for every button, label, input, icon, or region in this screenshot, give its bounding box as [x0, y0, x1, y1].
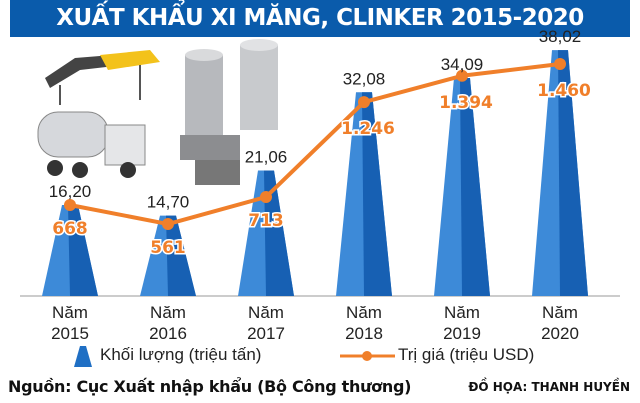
value-label: 713 — [248, 211, 284, 231]
volume-bar-shade — [362, 92, 392, 296]
volume-bar-shade — [558, 50, 588, 296]
chart-title: XUẤT KHẨU XI MĂNG, CLINKER 2015-2020 — [10, 0, 630, 37]
volume-bar-shade — [264, 170, 294, 296]
volume-label: 21,06 — [245, 147, 288, 166]
x-tick-label: 2019 — [443, 324, 481, 340]
illustration — [37, 39, 278, 185]
value-point — [456, 69, 468, 82]
value-label: 561 — [150, 238, 186, 258]
value-label: 1.394 — [439, 93, 493, 113]
graphic-credit: ĐỒ HỌA: THANH HUYỀN — [468, 380, 630, 394]
x-tick-label: 2016 — [149, 324, 187, 340]
x-tick-label: 2015 — [51, 324, 89, 340]
volume-bar-shade — [166, 215, 196, 296]
value-label: 1.246 — [341, 119, 395, 139]
volume-bar-shade — [460, 77, 490, 296]
x-tick-label: 2017 — [247, 324, 285, 340]
concrete-plant-icon — [45, 50, 160, 105]
x-tick-label: 2020 — [541, 324, 579, 340]
volume-label: 16,20 — [49, 182, 92, 201]
value-point — [554, 58, 566, 71]
volume-bar-shade — [68, 205, 98, 296]
value-point — [64, 199, 76, 211]
x-tick-label: Năm — [542, 303, 578, 322]
legend-value-label: Trị giá (triệu USD) — [398, 345, 535, 364]
value-label: 668 — [52, 219, 88, 239]
source-note: Nguồn: Cục Xuất nhập khẩu (Bộ Công thươn… — [8, 377, 412, 396]
value-point — [162, 218, 174, 231]
cement-silos-icon — [180, 39, 278, 185]
x-tick-label: Năm — [346, 303, 382, 322]
volume-label: 32,08 — [343, 69, 386, 88]
chart: 16,20 Năm 2015 14,70 Năm 2016 21,06 Năm 2017 32,0… — [20, 27, 620, 340]
x-tick-label: Năm — [52, 303, 88, 322]
legend-volume-icon — [74, 346, 92, 367]
x-tick-label: Năm — [150, 303, 186, 322]
cement-truck-icon — [37, 111, 146, 178]
x-tick-label: 2018 — [345, 324, 383, 340]
value-line — [69, 62, 561, 227]
value-point — [358, 96, 370, 109]
volume-label: 34,09 — [441, 55, 484, 74]
volume-label: 14,70 — [147, 193, 190, 212]
volume-label: 38,02 — [539, 27, 582, 46]
legend-volume-label: Khối lượng (triệu tấn) — [100, 345, 262, 364]
x-tick-label: Năm — [248, 303, 284, 322]
legend: Khối lượng (triệu tấn) Trị giá (triệu US… — [0, 343, 640, 369]
value-label: 1.460 — [537, 81, 591, 101]
x-tick-label: Năm — [444, 303, 480, 322]
value-point — [260, 190, 272, 203]
